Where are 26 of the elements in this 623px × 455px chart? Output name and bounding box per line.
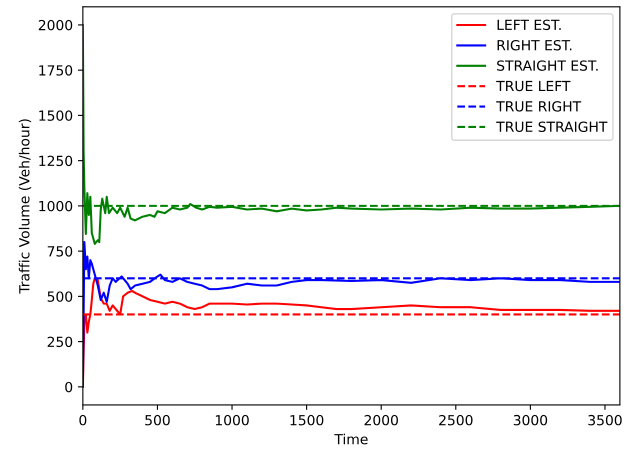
x-tick-label: 1000 <box>216 414 249 426</box>
x-axis-title: Time <box>334 434 368 444</box>
legend-label: TRUE RIGHT <box>496 101 582 112</box>
legend-label: RIGHT EST. <box>498 40 572 50</box>
x-tick-label: 2000 <box>364 414 398 426</box>
y-tick-label: 0 <box>65 382 72 392</box>
line-series <box>82 241 620 388</box>
y-axis-title: Traffic Volume (Veh/hour) <box>18 119 32 294</box>
y-tick-label: 1000 <box>39 200 72 212</box>
y-tick-label: 1250 <box>39 156 72 166</box>
y-tick-label: 1750 <box>39 65 72 76</box>
x-tick-label: 1500 <box>290 414 324 426</box>
y-tick-label: 250 <box>48 336 72 348</box>
x-tick-label: 3000 <box>514 414 548 426</box>
x-tick-label: 2500 <box>439 414 473 426</box>
x-tick-label: 0 <box>79 414 86 426</box>
y-tick-label: 750 <box>48 246 72 257</box>
legend-label: TRUE STRAIGHT <box>496 122 608 132</box>
legend-label: LEFT EST. <box>498 20 561 30</box>
y-tick-label: 1500 <box>39 110 72 121</box>
x-tick-label: 3500 <box>588 414 622 426</box>
x-tick-label: 500 <box>145 414 170 426</box>
y-tick-label: 2000 <box>38 20 72 30</box>
legend-label: TRUE LEFT <box>496 80 570 92</box>
y-tick-label: 500 <box>48 291 72 302</box>
legend-label: STRAIGHT EST. <box>497 60 598 71</box>
